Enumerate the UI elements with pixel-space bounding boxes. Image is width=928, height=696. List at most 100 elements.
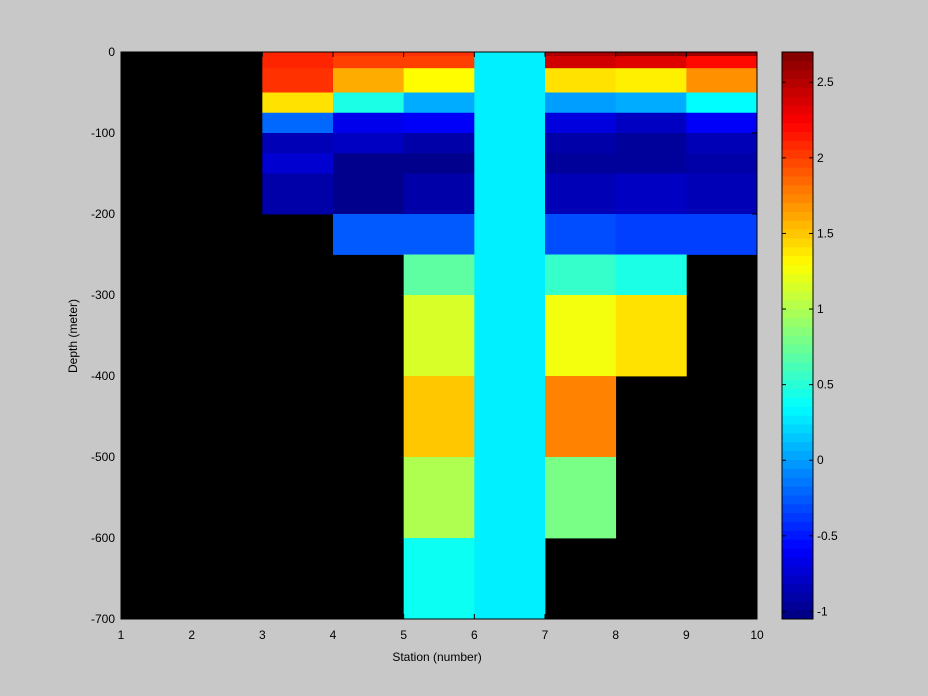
colorbar-segment — [782, 450, 813, 460]
heatmap-cell — [474, 295, 546, 377]
colorbar-segment — [782, 556, 813, 567]
heatmap-cell — [545, 376, 617, 458]
heatmap-cell — [403, 56, 475, 69]
colorbar-segment — [782, 503, 813, 514]
heatmap-cell — [686, 52, 758, 57]
heatmap-cell — [403, 173, 475, 215]
heatmap-cell — [686, 153, 758, 174]
colorbar-segment — [782, 273, 813, 283]
heatmap-cell — [474, 68, 546, 93]
x-tick-label: 6 — [471, 628, 478, 642]
colorbar-segment — [782, 105, 813, 115]
colorbar-tick-label: 2 — [817, 151, 824, 165]
colorbar-segment — [782, 601, 813, 611]
heatmap-cell — [474, 133, 546, 154]
heatmap-cell — [333, 52, 405, 57]
colorbar-tick-label: 0 — [817, 453, 824, 467]
heatmap-cell — [403, 295, 475, 377]
heatmap-cell — [262, 56, 334, 69]
colorbar-segment — [782, 441, 813, 452]
colorbar-segment — [782, 202, 813, 212]
heatmap-cell — [615, 153, 687, 174]
heatmap-cell — [545, 56, 617, 69]
colorbar-segment — [782, 548, 813, 558]
colorbar-segment — [782, 370, 813, 381]
colorbar-segment — [782, 114, 813, 124]
heatmap-cell — [262, 68, 334, 93]
colorbar-segment — [782, 539, 813, 549]
x-tick-label: 5 — [400, 628, 407, 642]
heatmap-cell — [686, 214, 758, 255]
x-tick-label: 4 — [330, 628, 337, 642]
colorbar-segment — [782, 459, 813, 469]
heatmap-cell — [615, 68, 687, 93]
colorbar-segment — [782, 255, 813, 266]
heatmap-cell — [545, 457, 617, 539]
colorbar-frame — [781, 51, 814, 620]
heatmap-cell — [545, 68, 617, 93]
colorbar-segment — [782, 379, 813, 390]
colorbar-tick-label: -0.5 — [817, 529, 838, 543]
colorbar-tick-label: 0.5 — [817, 378, 834, 392]
heatmap-cell — [545, 112, 617, 134]
colorbar-segment — [782, 60, 813, 71]
colorbar-segment — [782, 158, 813, 168]
colorbar-segment — [782, 176, 813, 186]
colorbar-segment — [782, 87, 813, 97]
colorbar-ticks: 2.5 2 1.5 1 0.5 0 -0.5 -1 — [782, 75, 838, 618]
heatmap-cell — [403, 92, 475, 114]
heatmap-cell — [474, 153, 546, 174]
heatmap-cell — [474, 457, 546, 539]
heatmap-cell — [686, 56, 758, 69]
heatmap-cell — [262, 173, 334, 215]
y-tick-label: -200 — [91, 207, 115, 221]
colorbar-segment — [782, 592, 813, 602]
colorbar-tick-label: 2.5 — [817, 75, 834, 89]
x-tick-label: 7 — [542, 628, 549, 642]
heatmap-cell — [545, 52, 617, 57]
colorbar-segment — [782, 96, 813, 106]
axes-frame — [120, 51, 758, 620]
colorbar-segment — [782, 415, 813, 425]
heatmap-cell — [545, 214, 617, 255]
y-tick-label: -100 — [91, 126, 115, 140]
colorbar-segment — [782, 397, 813, 407]
colorbar-segment — [782, 193, 813, 204]
colorbar-segment — [782, 264, 813, 274]
colorbar-segment — [782, 184, 813, 195]
colorbar-segment — [782, 468, 813, 478]
heatmap-cell — [615, 214, 687, 255]
heatmap-cell — [615, 92, 687, 114]
heatmap-cells — [262, 52, 758, 620]
heatmap-cell — [403, 52, 475, 57]
colorbar-segment — [782, 486, 813, 496]
heatmap-cell — [403, 214, 475, 255]
heatmap-cell — [545, 92, 617, 114]
y-tick-label: 0 — [108, 45, 115, 59]
heatmap-cell — [403, 538, 475, 620]
colorbar-segment — [782, 238, 813, 248]
heatmap-cell — [262, 153, 334, 174]
heatmap-cell — [686, 173, 758, 215]
heatmap-cell — [474, 112, 546, 134]
heatmap-cell — [545, 133, 617, 154]
colorbar-tick-label: 1 — [817, 302, 824, 316]
x-tick-label: 2 — [188, 628, 195, 642]
heatmap-cell — [474, 56, 546, 69]
heatmap-cell — [686, 133, 758, 154]
colorbar-tick-label: 1.5 — [817, 226, 834, 240]
colorbar-segment — [782, 424, 813, 434]
colorbar-segment — [782, 131, 813, 141]
heatmap-cell — [403, 376, 475, 458]
colorbar-segment — [782, 353, 813, 363]
heatmap-cell — [403, 112, 475, 134]
x-tick-label: 3 — [259, 628, 266, 642]
colorbar-segment — [782, 530, 813, 540]
heatmap-cell — [686, 92, 758, 114]
heatmap-cell — [545, 295, 617, 377]
x-tick-label: 9 — [683, 628, 690, 642]
heatmap-cell — [474, 52, 546, 57]
heatmap-cell — [403, 68, 475, 93]
y-axis: 0 -100 -200 -300 -400 -500 -600 -700 — [91, 45, 757, 626]
